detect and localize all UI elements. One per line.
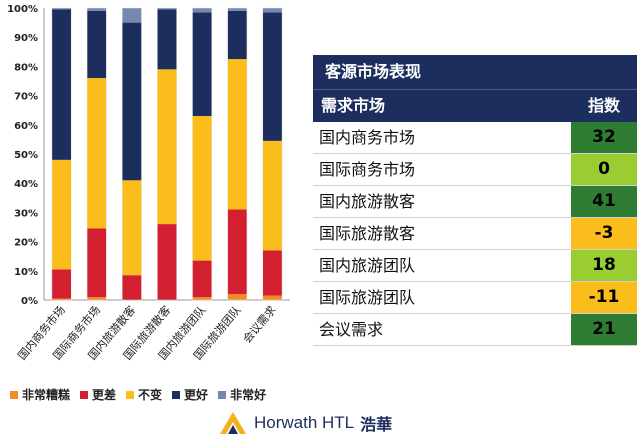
- bar-segment: [227, 59, 247, 210]
- bar-segment: [122, 22, 142, 181]
- y-tick-label: 10%: [14, 267, 38, 278]
- horwath-chevron-logo-icon: [220, 412, 246, 434]
- y-tick-label: 100%: [7, 4, 38, 15]
- bar-segment: [122, 8, 142, 23]
- bar-outline: [157, 7, 177, 301]
- legend-label: 更差: [92, 388, 117, 402]
- market-name: 国内旅游散客: [319, 192, 416, 211]
- bar-segment: [157, 8, 177, 10]
- bar-segment: [192, 297, 212, 300]
- bar-segment: [227, 10, 247, 60]
- legend-swatch: [10, 390, 18, 399]
- bar-segment: [87, 228, 107, 298]
- panel-header-row: 需求市场 指数: [313, 89, 637, 122]
- horwath-logo: Horwath HTL 浩華: [218, 410, 392, 436]
- bar-segment: [262, 8, 283, 13]
- legend-item: 非常糟糕: [10, 386, 70, 403]
- y-tick-label: 70%: [14, 92, 38, 103]
- market-name: 国际商务市场: [319, 160, 416, 179]
- bar-segment: [262, 140, 283, 251]
- y-tick-label: 30%: [14, 208, 38, 219]
- table-row: 国内旅游散客 41: [313, 186, 637, 218]
- bar-segment: [157, 224, 177, 300]
- bar-segment: [192, 8, 212, 13]
- table-row: 国际旅游散客 -3: [313, 218, 637, 250]
- market-name: 国际旅游团队: [319, 288, 416, 307]
- bar-outline: [227, 7, 248, 301]
- legend-swatch: [126, 390, 135, 399]
- table-row: 国内旅游团队 18: [313, 250, 637, 282]
- table-row: 国内商务市场 32: [313, 122, 637, 154]
- y-tick-label: 50%: [14, 150, 38, 161]
- y-tick-label: 90%: [14, 33, 38, 44]
- market-performance-panel: 客源市场表现 需求市场 指数 国内商务市场 32 国际商务市场 0 国内旅游散客 41…: [313, 55, 637, 346]
- bar-segment: [51, 9, 72, 160]
- market-name: 会议需求: [319, 320, 384, 339]
- y-tick-label: 80%: [14, 62, 38, 73]
- bar-outline: [51, 7, 72, 301]
- y-tick-label: 60%: [14, 121, 38, 132]
- index-value: 21: [571, 314, 637, 345]
- x-tick-label: 会议需求: [240, 304, 278, 346]
- legend-item: 更好: [172, 386, 208, 403]
- y-tick-label: 40%: [14, 179, 38, 190]
- table-row: 国际旅游团队 -11: [313, 282, 637, 314]
- bar-segment: [192, 116, 212, 261]
- legend-item: 不变: [126, 386, 162, 403]
- legend-swatch: [218, 390, 227, 399]
- bar-segment: [87, 78, 107, 229]
- legend-swatch: [80, 390, 89, 399]
- bar-segment: [87, 8, 107, 11]
- bar-segment: [87, 297, 107, 300]
- bar-outline: [86, 7, 107, 301]
- market-name: 国内旅游团队: [319, 256, 416, 275]
- legend-item: 非常好: [218, 386, 266, 403]
- table-row: 国际商务市场 0: [313, 154, 637, 186]
- y-tick-label: 20%: [14, 238, 38, 249]
- bar-segment: [157, 9, 177, 70]
- legend-item: 更差: [80, 386, 116, 403]
- bar-segment: [122, 275, 142, 300]
- legend-label: 非常好: [230, 388, 267, 402]
- index-value: 41: [571, 186, 637, 217]
- column-header-index: 指数: [587, 96, 620, 115]
- y-tick-label: 0%: [21, 296, 38, 307]
- bar-segment: [51, 298, 72, 300]
- legend-label: 非常糟糕: [22, 388, 71, 402]
- bar-outline: [262, 7, 283, 301]
- bar-segment: [192, 260, 212, 298]
- bar-segment: [262, 250, 283, 296]
- bar-segment: [262, 295, 283, 300]
- bar-segment: [51, 8, 72, 10]
- bar-segment: [227, 209, 247, 295]
- legend-swatch: [172, 390, 181, 399]
- bar-segment: [227, 8, 247, 11]
- stacked-bar-chart: 0%10%20%30%40%50%60%70%80%90%100%国内商务市场国…: [7, 4, 290, 362]
- bar-segment: [262, 12, 283, 141]
- legend-label: 更好: [184, 388, 209, 402]
- bar-outline: [192, 7, 213, 301]
- bar-segment: [51, 159, 72, 270]
- index-value: -11: [571, 282, 637, 313]
- table-row: 会议需求 21: [313, 314, 637, 346]
- panel-title: 客源市场表现: [313, 55, 637, 89]
- bar-segment: [227, 294, 247, 300]
- market-name: 国际旅游散客: [319, 224, 416, 243]
- index-value: 0: [571, 154, 637, 185]
- brand-chinese-name: 浩華: [360, 415, 393, 434]
- legend-label: 不变: [138, 388, 163, 402]
- bar-segment: [157, 69, 177, 225]
- bar-segment: [122, 180, 142, 276]
- index-value: 32: [571, 122, 637, 153]
- brand-name: Horwath HTL: [254, 413, 355, 432]
- column-header-market: 需求市场: [321, 96, 386, 115]
- index-value: -3: [571, 218, 637, 249]
- chart-legend: 非常糟糕 更差 不变 更好 非常好: [10, 386, 266, 403]
- market-name: 国内商务市场: [319, 128, 416, 147]
- bar-segment: [87, 10, 107, 79]
- bar-segment: [192, 12, 212, 117]
- bar-outline: [121, 7, 142, 301]
- bar-segment: [51, 269, 72, 299]
- index-value: 18: [571, 250, 637, 281]
